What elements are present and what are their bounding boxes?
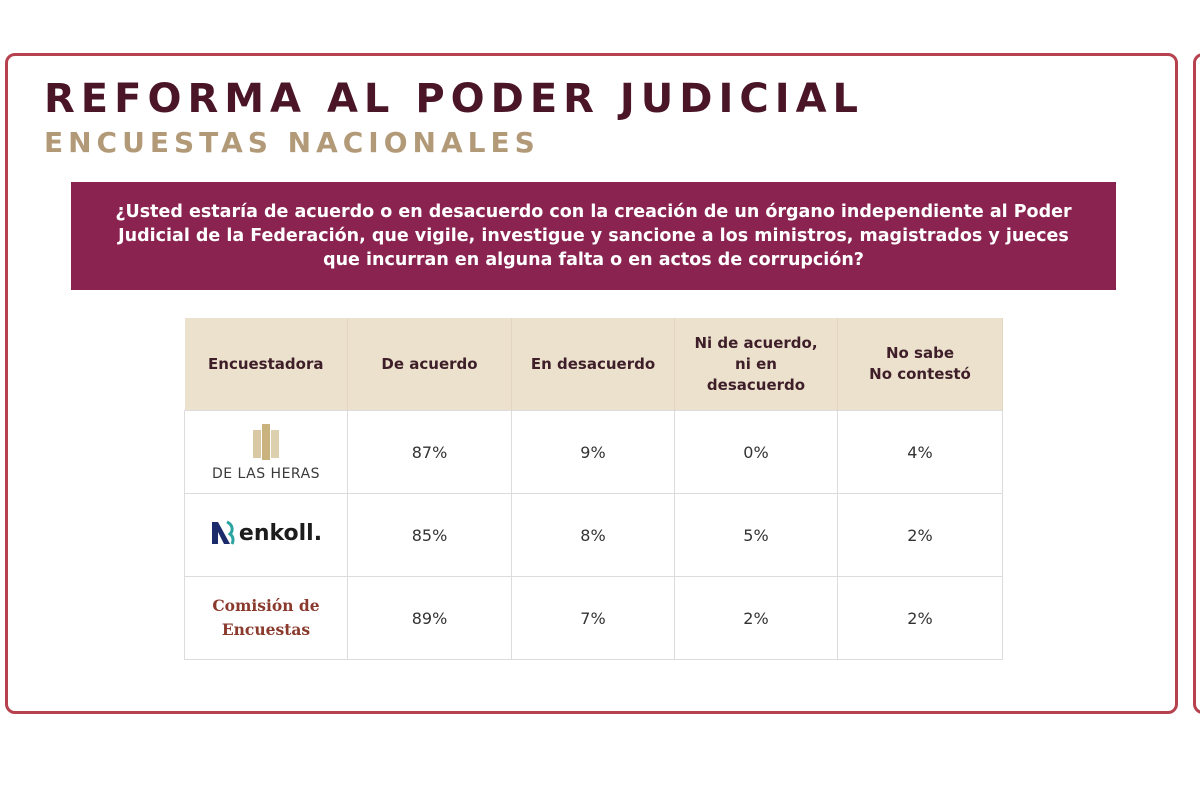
neither-cell: 2% <box>674 576 838 660</box>
slide-subtitle: ENCUESTAS NACIONALES <box>44 126 540 159</box>
de-las-heras-logo-text: DE LAS HERAS <box>211 466 321 482</box>
pollster-cell: Comisión de Encuestas <box>184 576 348 660</box>
slide-title: REFORMA AL PODER JUDICIAL <box>44 76 865 122</box>
table-row: DE LAS HERAS 87% 9% 0% 4% <box>184 410 1003 494</box>
table-row: Comisión de Encuestas 89% 7% 2% 2% <box>184 576 1003 660</box>
pollster-cell: DE LAS HERAS <box>184 410 348 494</box>
enkoll-logo-text: enkoll. <box>238 520 323 546</box>
agree-cell: 89% <box>347 576 512 660</box>
no-answer-cell: 2% <box>837 576 1003 660</box>
no-answer-cell: 2% <box>837 493 1003 577</box>
next-slide-edge <box>1193 53 1200 714</box>
header-neither-line1: Ni de acuerdo, <box>694 333 818 352</box>
de-las-heras-logo: DE LAS HERAS <box>212 422 320 482</box>
comision-logo-line2: Encuestas <box>221 620 311 639</box>
disagree-cell: 7% <box>511 576 675 660</box>
no-answer-cell: 4% <box>837 410 1003 494</box>
agree-cell: 87% <box>347 410 512 494</box>
header-pollster: Encuestadora <box>184 318 348 411</box>
header-no-answer: No sabe No contestó <box>837 318 1003 411</box>
neither-cell: 5% <box>674 493 838 577</box>
neither-cell: 0% <box>674 410 838 494</box>
results-table: Encuestadora De acuerdo En desacuerdo Ni… <box>184 318 1003 660</box>
header-agree: De acuerdo <box>347 318 512 411</box>
table-row: enkoll. 85% 8% 5% 2% <box>184 493 1003 577</box>
table-header-row: Encuestadora De acuerdo En desacuerdo Ni… <box>184 318 1003 411</box>
disagree-cell: 8% <box>511 493 675 577</box>
header-disagree: En desacuerdo <box>511 318 675 411</box>
comision-de-encuestas-logo: Comisión de Encuestas <box>212 596 319 639</box>
header-neither: Ni de acuerdo, ni en desacuerdo <box>674 318 838 411</box>
enkoll-logo-icon <box>211 520 235 545</box>
slide-frame: REFORMA AL PODER JUDICIAL ENCUESTAS NACI… <box>5 53 1178 714</box>
agree-cell: 85% <box>347 493 512 577</box>
survey-question: ¿Usted estaría de acuerdo o en desacuerd… <box>71 182 1116 290</box>
pollster-cell: enkoll. <box>184 493 348 577</box>
header-dk-line2: No contestó <box>869 365 971 383</box>
disagree-cell: 9% <box>511 410 675 494</box>
comision-logo-line1: Comisión de <box>212 596 320 615</box>
header-neither-line2: ni en <box>735 354 777 373</box>
header-dk-line1: No sabe <box>885 344 955 362</box>
de-las-heras-logo-icon <box>252 424 279 460</box>
enkoll-logo: enkoll. <box>210 518 322 548</box>
header-neither-line3: desacuerdo <box>706 375 806 394</box>
